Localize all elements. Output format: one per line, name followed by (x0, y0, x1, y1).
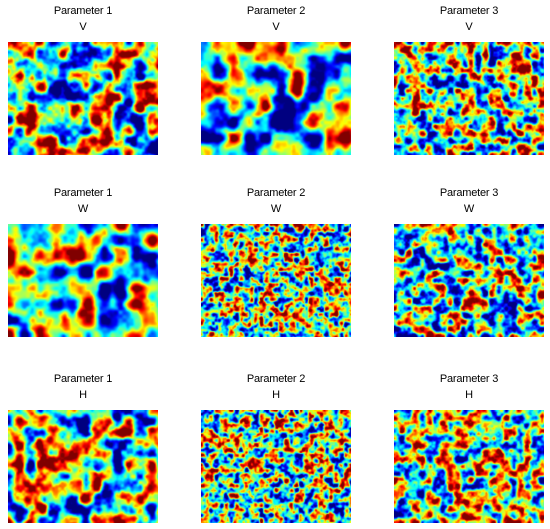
heatmap-image (394, 42, 544, 155)
panel-title-parameter: Parameter 2 (246, 187, 306, 199)
heatmap-image (201, 410, 351, 523)
panel-title-parameter: Parameter 1 (53, 373, 113, 385)
panel-parameter-2-w: Parameter 2 W (201, 187, 351, 337)
heatmap-image (201, 224, 351, 337)
panel-title-parameter: Parameter 1 (53, 187, 113, 199)
panel-parameter-1-h: Parameter 1 H (8, 373, 158, 523)
panel-title-variable: H (79, 389, 87, 401)
panel-title-variable: V (79, 21, 87, 33)
panel-title-variable: W (270, 203, 282, 215)
panel-parameter-2-h: Parameter 2 H (201, 373, 351, 523)
panel-title-variable: H (465, 389, 473, 401)
panel-title-parameter: Parameter 3 (439, 373, 499, 385)
heatmap-image (8, 224, 158, 337)
panel-title-variable: W (463, 203, 475, 215)
panel-title-variable: V (272, 21, 280, 33)
panel-title-parameter: Parameter 3 (439, 187, 499, 199)
panel-title-parameter: Parameter 3 (439, 5, 499, 17)
heatmap-image (394, 410, 544, 523)
panel-parameter-1-w: Parameter 1 W (8, 187, 158, 337)
heatmap-image (8, 42, 158, 155)
panel-title-variable: V (465, 21, 473, 33)
heatmap-image (201, 42, 351, 155)
panel-title-parameter: Parameter 2 (246, 5, 306, 17)
panel-parameter-2-v: Parameter 2 V (201, 5, 351, 155)
panel-title-parameter: Parameter 2 (246, 373, 306, 385)
heatmap-image (8, 410, 158, 523)
panel-title-variable: W (77, 203, 89, 215)
heatmap-image (394, 224, 544, 337)
panel-parameter-3-h: Parameter 3 H (394, 373, 544, 523)
panel-parameter-1-v: Parameter 1 V (8, 5, 158, 155)
panel-parameter-3-v: Parameter 3 V (394, 5, 544, 155)
panel-title-variable: H (272, 389, 280, 401)
panel-parameter-3-w: Parameter 3 W (394, 187, 544, 337)
panel-title-parameter: Parameter 1 (53, 5, 113, 17)
